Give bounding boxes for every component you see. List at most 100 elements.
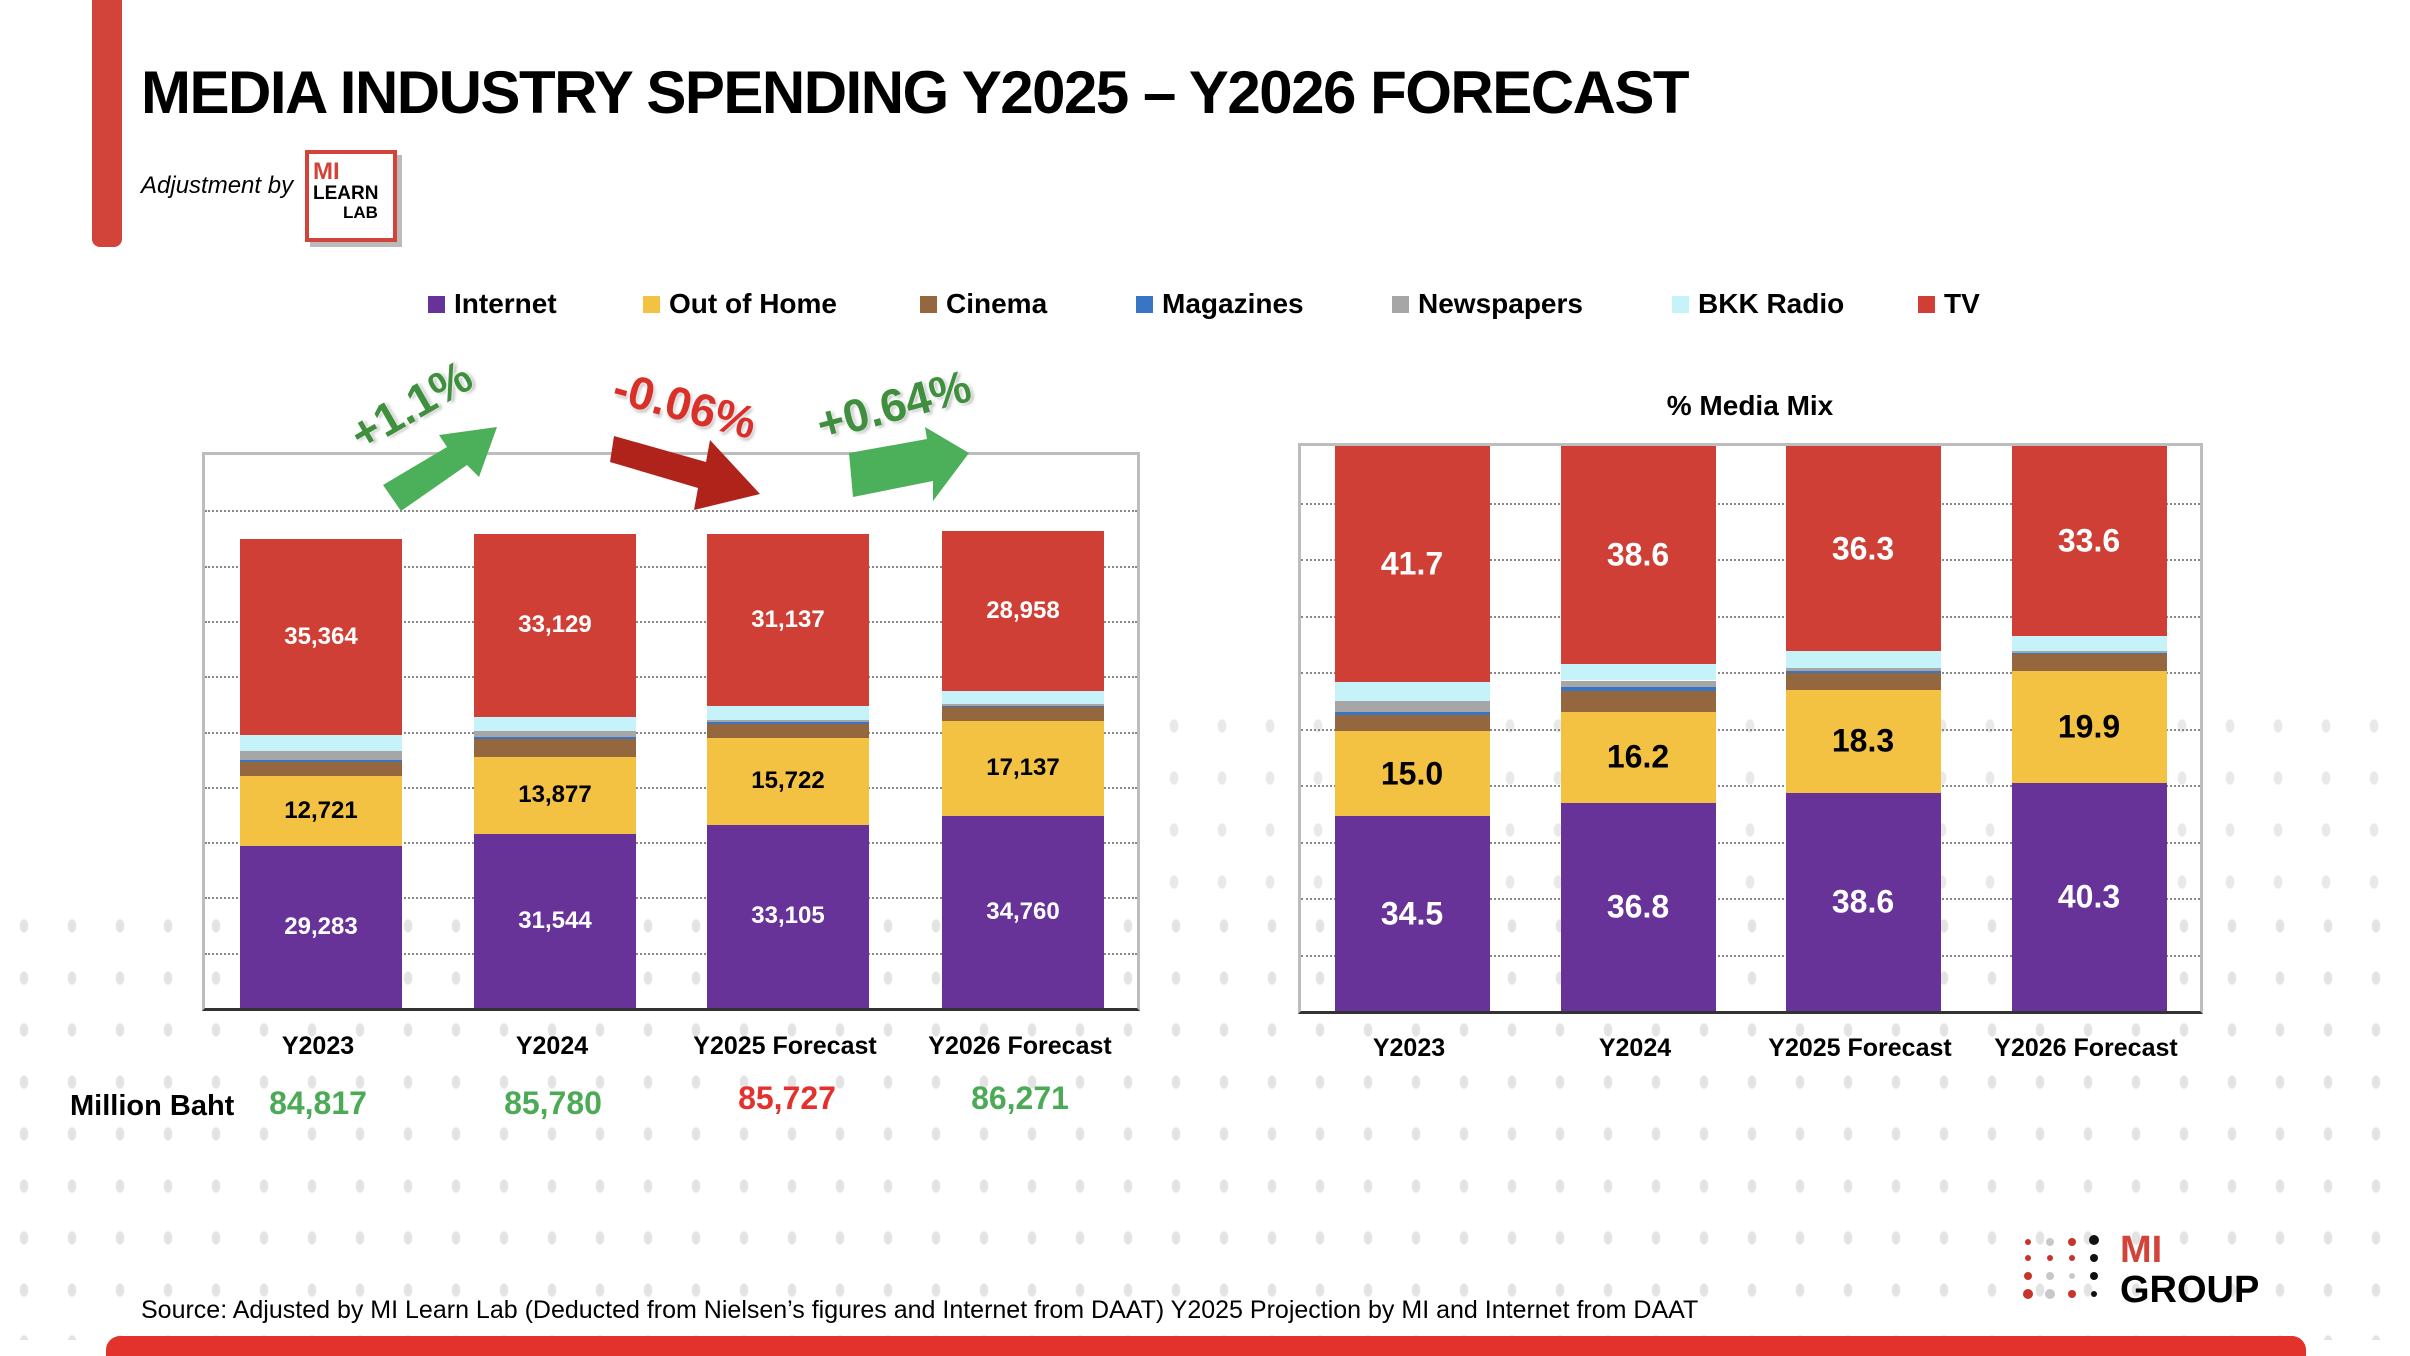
bar-segment-cinema [1785, 672, 1941, 690]
bar-segment-cinema [2011, 653, 2167, 671]
logo-text: LAB [343, 203, 378, 222]
logo-group: GROUP [2120, 1269, 2260, 1311]
bar-segment-magazines [707, 722, 869, 724]
bar-segment-out-of-home [1334, 731, 1490, 817]
legend-swatch [643, 295, 660, 313]
legend-label: BKK Radio [1698, 288, 1845, 319]
bar-segment-cinema [474, 739, 636, 757]
legend-item-internet: Internet [428, 288, 557, 320]
bar-segment-newspapers [707, 719, 869, 723]
gridline [205, 897, 1137, 900]
bar-segment-tv [942, 530, 1104, 692]
data-label: 36.3 [1831, 530, 1895, 567]
bar-segment-bkk-radio [707, 706, 869, 720]
data-label: 19.9 [2057, 708, 2121, 745]
spending-chart-plot: 29,283 12,721 35,364 31,544 13,877 33,129 33,1… [202, 452, 1140, 1011]
data-label: 35,364 [284, 622, 358, 650]
gridline [205, 786, 1137, 789]
legend-swatch [1918, 295, 1935, 313]
bar-segment-out-of-home [240, 775, 402, 847]
category-label: Y2024 [1598, 1034, 1672, 1062]
legend-swatch [1136, 295, 1153, 313]
bar-segment-internet [240, 846, 402, 1008]
bar-segment-out-of-home [1785, 689, 1941, 793]
bar-segment-bkk-radio [474, 716, 636, 731]
gridline [205, 620, 1137, 623]
bar-segment-internet [2011, 783, 2167, 1011]
totals-label: Million Baht [70, 1090, 235, 1122]
data-label: 40.3 [2057, 878, 2121, 915]
bar-segment-out-of-home [2011, 670, 2167, 784]
bar-segment-out-of-home [1560, 711, 1716, 804]
data-label: 38.6 [1831, 883, 1895, 920]
data-label: 41.7 [1380, 545, 1444, 582]
bar-segment-tv [2011, 446, 2167, 636]
bar-segment-cinema [707, 723, 869, 738]
data-label: 18.3 [1831, 722, 1895, 759]
gridline [1301, 502, 2200, 505]
bar-segment-cinema [240, 762, 402, 776]
down-arrow-icon [610, 436, 760, 510]
gridline [205, 510, 1137, 513]
legend-swatch [920, 295, 937, 313]
data-label: 36.8 [1606, 888, 1670, 925]
data-label: 16.2 [1606, 738, 1670, 775]
total-value: 85,780 [504, 1085, 602, 1121]
gridline [1301, 898, 2200, 900]
gridline [1301, 672, 2200, 674]
bar-segment-tv [707, 533, 869, 707]
bar-segment-internet [1334, 816, 1490, 1011]
data-label: 34,760 [986, 897, 1060, 925]
gridline [205, 565, 1137, 568]
total-value: 84,817 [269, 1085, 367, 1121]
accent-bar [92, 0, 122, 247]
category-label: Y2024 [515, 1032, 589, 1060]
media-mix-title: % Media Mix [1666, 390, 1834, 421]
bar-segment-magazines [1785, 670, 1941, 673]
media-mix-chart-plot: 34.5 15.0 41.7 36.8 16.2 38.6 38.6 18.3 36.3 40.3… [1298, 443, 2203, 1014]
bar-segment-cinema [1560, 690, 1716, 712]
bar-segment-bkk-radio [1785, 651, 1941, 669]
bar-segment-tv [240, 538, 402, 735]
data-label: 15.0 [1380, 755, 1444, 792]
bar-segment-out-of-home [707, 738, 869, 825]
logo-text: MI [313, 158, 340, 185]
bar-segment-magazines [1334, 711, 1490, 715]
bar-segment-newspapers [1560, 680, 1716, 688]
bar-segment-internet [1785, 792, 1941, 1011]
legend-swatch [1392, 295, 1409, 313]
data-label: 28,958 [986, 596, 1060, 624]
gridline [205, 952, 1137, 955]
bar-segment-internet [474, 833, 636, 1008]
legend-swatch [1672, 295, 1689, 313]
bar-segment-newspapers [942, 704, 1104, 706]
legend-item-tv: TV [1918, 288, 1980, 320]
data-label: 12,721 [284, 796, 358, 824]
legend-item-cinema: Cinema [920, 288, 1047, 320]
category-label: Y2026 Forecast [928, 1032, 1112, 1060]
gridline [205, 731, 1137, 734]
legend-item-bkk-radio: BKK Radio [1672, 288, 1844, 320]
data-label: 31,137 [751, 606, 825, 634]
bar-segment-cinema [942, 706, 1104, 722]
bar-segment-magazines [1560, 687, 1716, 691]
data-label: 34.5 [1380, 895, 1444, 932]
bar-segment-bkk-radio [942, 691, 1104, 705]
bar-segment-bkk-radio [1560, 664, 1716, 681]
gridline [1301, 954, 2200, 957]
bar-segment-out-of-home [474, 756, 636, 834]
bar-segment-newspapers [474, 731, 636, 737]
gridline [1301, 559, 2200, 561]
bar-segment-tv [474, 533, 636, 717]
page-title: MEDIA INDUSTRY SPENDING Y2025 – Y2026 FO… [141, 59, 1690, 126]
adjustment-label: Adjustment by [141, 172, 294, 199]
data-label: 13,877 [518, 781, 592, 809]
gridline [205, 676, 1137, 679]
gridline [205, 842, 1137, 845]
bar-segment-out-of-home [942, 721, 1104, 816]
legend-label: Magazines [1162, 288, 1304, 319]
legend-label: Out of Home [669, 288, 837, 319]
bar-segment-internet [942, 815, 1104, 1008]
data-label: 31,544 [518, 906, 592, 934]
mi-learn-lab-logo: MI LEARN LAB [305, 150, 397, 242]
